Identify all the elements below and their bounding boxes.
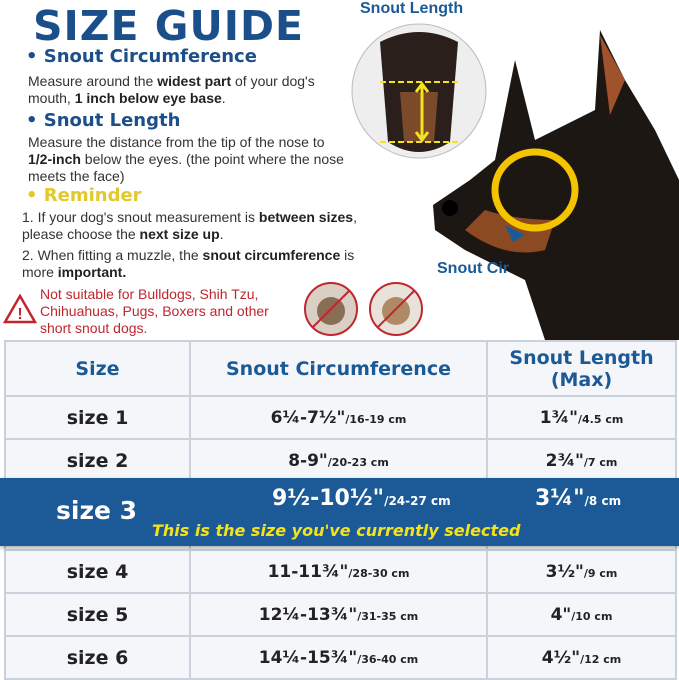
snout-closeup-image bbox=[351, 23, 487, 159]
table-row[interactable]: size 5 12¼-13¾"/31-35 cm 4"/10 cm bbox=[4, 592, 677, 637]
reminder-2: 2. When fitting a muzzle, the snout circ… bbox=[22, 247, 355, 280]
doberman-image bbox=[433, 30, 679, 340]
reminder-heading: • Reminder bbox=[26, 185, 142, 206]
reminder-1: 1. If your dog's snout measurement is be… bbox=[22, 209, 357, 242]
selected-size-row[interactable]: size 3 9½-10½"/24-27 cm 3¼"/8 cm This is… bbox=[0, 478, 679, 546]
circumference-text: Measure around the widest part of your d… bbox=[28, 73, 315, 106]
bulldog-prohibited-icon bbox=[304, 282, 358, 336]
header-size: Size bbox=[4, 340, 191, 397]
svg-text:!: ! bbox=[17, 306, 22, 323]
table-row[interactable]: size 4 11-11¾"/28-30 cm 3½"/9 cm bbox=[4, 549, 677, 594]
section-heading-circumference: • Snout Circumference bbox=[26, 46, 257, 67]
length-text: Measure the distance from the tip of the… bbox=[28, 134, 344, 184]
table-header: Size Snout Circumference Snout Length (Ma… bbox=[4, 340, 677, 397]
section-heading-length: • Snout Length bbox=[26, 110, 181, 131]
selected-size: size 3 bbox=[56, 496, 138, 525]
header-circumference: Snout Circumference bbox=[189, 340, 488, 397]
table-row[interactable]: size 2 8-9"/20-23 cm 2¾"/7 cm bbox=[4, 438, 677, 483]
warning-icon: ! bbox=[3, 294, 37, 324]
selected-length: 3¼"/8 cm bbox=[535, 486, 622, 511]
header-length: Snout Length (Max) bbox=[486, 340, 677, 397]
table-row[interactable]: size 1 6¼-7½"/16-19 cm 1¾"/4.5 cm bbox=[4, 395, 677, 440]
selected-circumference: 9½-10½"/24-27 cm bbox=[272, 486, 451, 511]
selected-note: This is the size you've currently select… bbox=[152, 521, 521, 540]
snout-cir-label: Snout Cir bbox=[437, 260, 509, 277]
shih-tzu-prohibited-icon bbox=[369, 282, 423, 336]
warning-text: Not suitable for Bulldogs, Shih Tzu, Chi… bbox=[40, 286, 269, 336]
table-row[interactable]: size 6 14¼-15¾"/36-40 cm 4½"/12 cm bbox=[4, 635, 677, 680]
page-title: SIZE GUIDE bbox=[33, 2, 305, 50]
snout-length-label: Snout Length bbox=[360, 0, 464, 17]
